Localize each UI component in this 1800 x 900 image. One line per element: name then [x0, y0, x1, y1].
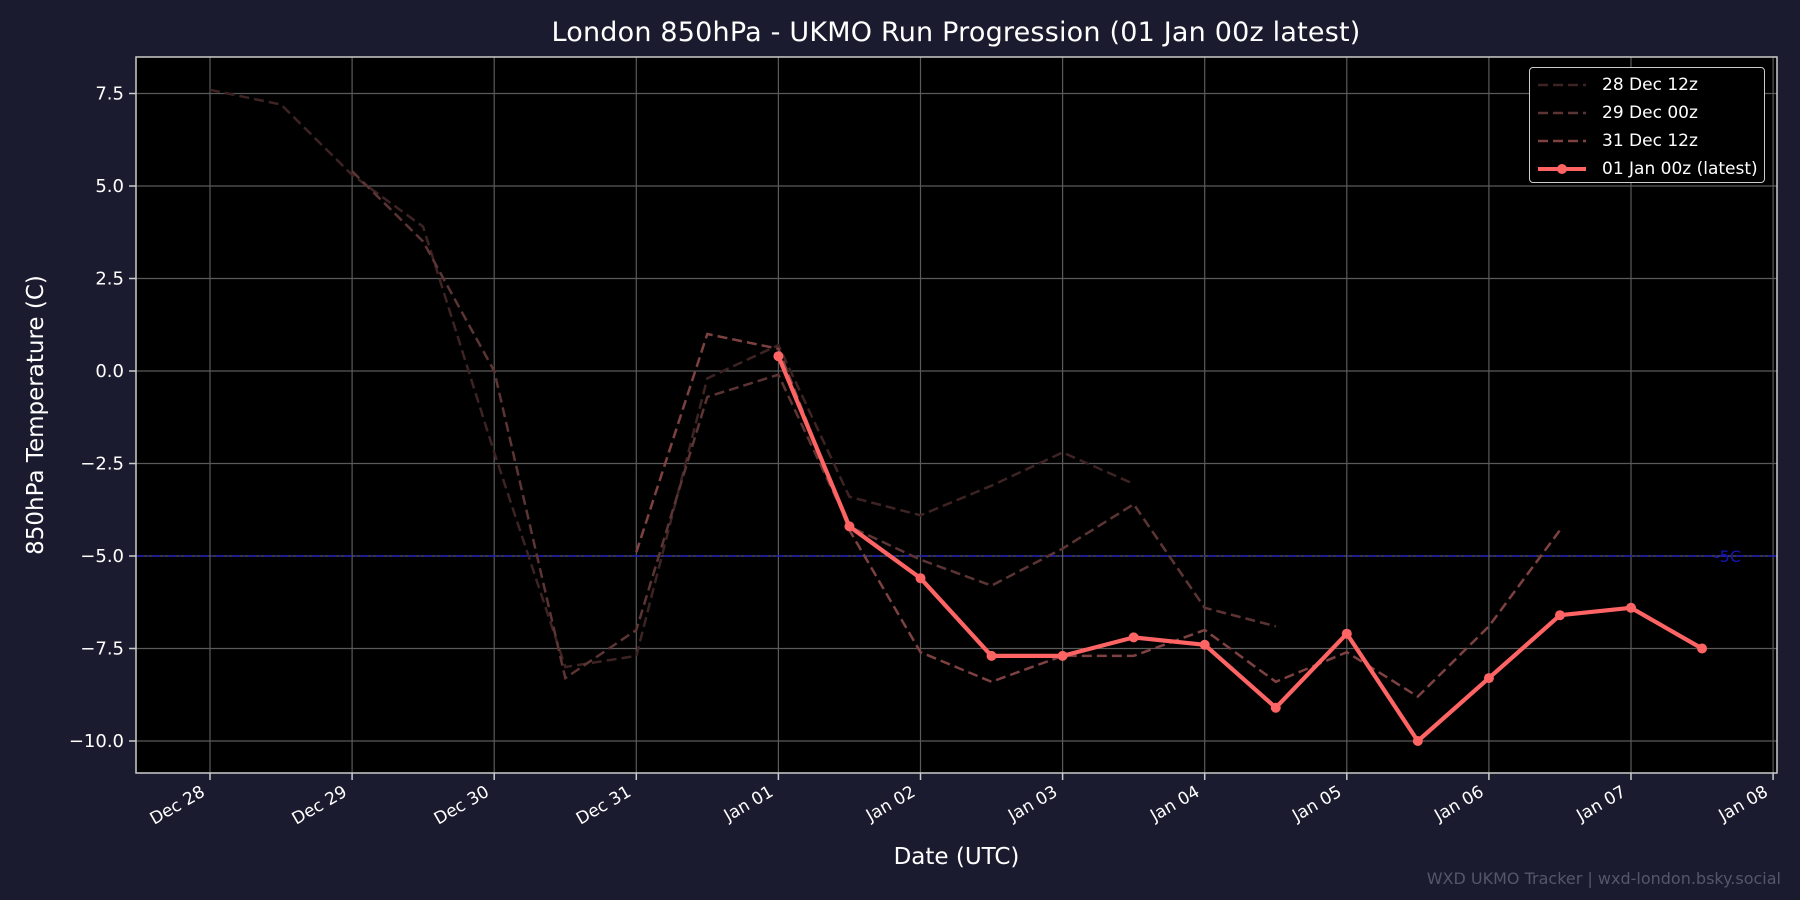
- solid-line-marker-icon: [1538, 164, 1586, 174]
- data-point-marker: [844, 521, 855, 532]
- reference-line-minus5: -5C: [136, 547, 1777, 566]
- x-tick-label: Dec 29: [289, 782, 351, 829]
- series-31-dec-12z: [635, 332, 1562, 699]
- y-tick-label: 2.5: [95, 269, 124, 290]
- x-tick-label: Dec 31: [573, 782, 635, 829]
- dashed-line-icon: [1538, 83, 1586, 87]
- reference-line-label: -5C: [1714, 547, 1741, 566]
- data-point-marker: [1412, 736, 1423, 746]
- y-tick-label: −7.5: [80, 639, 124, 660]
- y-tick-label: −5.0: [80, 546, 124, 567]
- x-tick-label: Jan 03: [1004, 782, 1061, 826]
- x-tick-label: Jan 02: [862, 782, 919, 826]
- dashed-line-icon: [1538, 139, 1586, 143]
- y-axis-ticks: 7.5 5.0 2.5 0.0 −2.5 −5.0 −7.5 −10.0: [69, 84, 136, 752]
- watermark: WXD UKMO Tracker | wxd-london.bsky.socia…: [1426, 869, 1781, 888]
- data-point-marker: [1626, 602, 1636, 613]
- x-tick-label: Jan 04: [1146, 782, 1203, 826]
- legend-label: 01 Jan 00z (latest): [1602, 159, 1758, 179]
- legend-label: 28 Dec 12z: [1602, 75, 1698, 95]
- data-point-marker: [986, 650, 997, 661]
- data-point-marker: [1341, 628, 1352, 639]
- legend-label: 31 Dec 12z: [1602, 131, 1698, 151]
- x-tick-label: Jan 08: [1715, 782, 1772, 826]
- data-point-marker: [1483, 673, 1494, 684]
- dashed-line-icon: [1538, 111, 1586, 115]
- y-tick-label: −2.5: [80, 454, 124, 475]
- x-tick-label: Dec 28: [147, 782, 209, 829]
- x-tick-label: Jan 01: [720, 782, 777, 826]
- x-gridlines: [209, 57, 1774, 773]
- legend-item-28dec12z: 28 Dec 12z: [1530, 71, 1764, 99]
- data-point-marker: [915, 573, 926, 584]
- data-point-marker: [1199, 639, 1210, 650]
- data-point-marker: [1057, 650, 1068, 661]
- y-tick-label: 0.0: [95, 361, 124, 382]
- series-29-dec-00z: [351, 170, 1277, 681]
- series-layer: [209, 88, 1708, 746]
- legend-item-01jan00z-latest: 01 Jan 00z (latest): [1530, 155, 1764, 183]
- legend-item-29dec00z: 29 Dec 00z: [1530, 99, 1764, 127]
- y-tick-label: −10.0: [69, 731, 124, 752]
- legend: 28 Dec 12z 29 Dec 00z 31 Dec 12z 01 Jan …: [1529, 67, 1765, 183]
- series-01-jan-00z-latest-: [773, 351, 1708, 746]
- data-point-marker: [1128, 632, 1139, 643]
- y-tick-label: 7.5: [95, 84, 124, 105]
- x-axis-label: Date (UTC): [893, 844, 1020, 870]
- x-tick-label: Jan 07: [1573, 782, 1630, 826]
- data-point-marker: [773, 351, 784, 362]
- data-point-marker: [1554, 610, 1565, 621]
- plot-frame: [135, 56, 1778, 774]
- x-tick-label: Dec 30: [431, 782, 493, 829]
- legend-item-31dec12z: 31 Dec 12z: [1530, 127, 1764, 155]
- x-tick-label: Jan 06: [1430, 782, 1487, 826]
- data-point-marker: [1270, 702, 1281, 713]
- y-tick-label: 5.0: [95, 176, 124, 197]
- legend-label: 29 Dec 00z: [1602, 103, 1698, 123]
- plot-background: [136, 57, 1777, 773]
- x-tick-label: Jan 05: [1288, 782, 1345, 826]
- chart-title: London 850hPa - UKMO Run Progression (01…: [551, 17, 1361, 48]
- x-axis-ticks: Dec 28 Dec 29 Dec 30 Dec 31 Jan 01 Jan 02 Jan …: [147, 773, 1774, 829]
- data-point-marker: [1697, 643, 1708, 654]
- y-axis-label: 850hPa Temperature (C): [23, 275, 49, 555]
